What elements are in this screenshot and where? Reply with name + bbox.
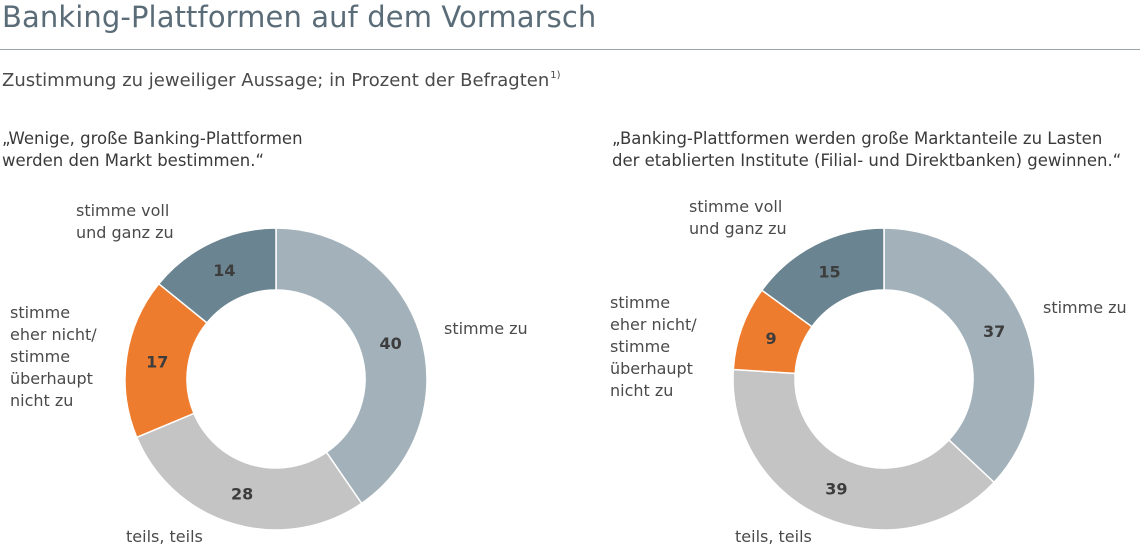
left-label-line: überhaupt <box>10 369 93 388</box>
left-value-stimme-voll: 14 <box>213 261 235 280</box>
right-label-line: stimme <box>610 337 671 356</box>
left-quote-line: „Wenige, große Banking-Plattformen <box>2 129 303 148</box>
left-label-eher-nicht: stimme eher nicht/ stimme überhaupt nich… <box>10 302 97 412</box>
left-value-stimme-zu: 40 <box>379 334 401 353</box>
left-chart-quote: „Wenige, große Banking-Plattformen werde… <box>2 128 303 172</box>
right-label-stimme-zu: stimme zu <box>1043 297 1127 319</box>
right-value-stimme-voll: 15 <box>818 263 840 282</box>
right-label-line: und ganz zu <box>689 219 787 238</box>
left-slice-stimme-voll <box>157 227 277 324</box>
left-label-line: stimme zu <box>444 319 528 338</box>
left-label-line: stimme voll <box>76 201 170 220</box>
subtitle-text: Zustimmung zu jeweiliger Aussage; in Pro… <box>2 70 550 91</box>
right-value-teils: 39 <box>825 480 847 499</box>
left-label-stimme-zu: stimme zu <box>444 318 528 340</box>
right-label-teils: teils, teils <box>735 526 812 548</box>
right-slice-teils <box>732 368 996 531</box>
right-label-line: nicht zu <box>610 381 674 400</box>
left-label-line: eher nicht/ <box>10 325 97 344</box>
left-label-line: stimme <box>10 347 71 366</box>
right-label-stimme-voll: stimme voll und ganz zu <box>689 196 787 240</box>
right-quote-line: „Banking-Plattformen werden große Markta… <box>612 129 1103 148</box>
right-quote-line: der etablierten Institute (Filial- und D… <box>612 151 1122 170</box>
left-label-line: und ganz zu <box>76 223 174 242</box>
left-value-eher-nicht: 17 <box>146 352 168 371</box>
right-chart-quote: „Banking-Plattformen werden große Markta… <box>612 128 1121 172</box>
right-label-line: stimme <box>610 293 671 312</box>
left-label-line: stimme <box>10 303 71 322</box>
right-slice-stimme-voll <box>760 227 885 328</box>
left-label-teils: teils, teils <box>126 526 203 548</box>
right-slice-stimme-zu <box>883 227 1036 484</box>
right-label-line: stimme voll <box>689 197 783 216</box>
right-label-line: überhaupt <box>610 359 693 378</box>
right-label-line: stimme zu <box>1043 298 1127 317</box>
left-label-line: teils, teils <box>126 527 203 546</box>
right-value-eher-nicht: 9 <box>766 329 777 348</box>
footnote-marker: 1) <box>550 70 561 81</box>
left-slice-stimme-zu <box>275 227 428 505</box>
left-label-stimme-voll: stimme voll und ganz zu <box>76 200 174 244</box>
right-label-eher-nicht: stimme eher nicht/ stimme überhaupt nich… <box>610 292 697 402</box>
page-title: Banking-Plattformen auf dem Vormarsch <box>2 0 597 34</box>
left-quote-line: werden den Markt bestimmen.“ <box>2 151 265 170</box>
title-divider <box>0 49 1140 50</box>
right-value-stimme-zu: 37 <box>983 322 1005 341</box>
left-slice-teils <box>135 412 363 531</box>
left-value-teils: 28 <box>231 485 253 504</box>
chart-subtitle: Zustimmung zu jeweiliger Aussage; in Pro… <box>2 70 561 91</box>
right-label-line: eher nicht/ <box>610 315 697 334</box>
left-label-line: nicht zu <box>10 391 74 410</box>
right-label-line: teils, teils <box>735 527 812 546</box>
